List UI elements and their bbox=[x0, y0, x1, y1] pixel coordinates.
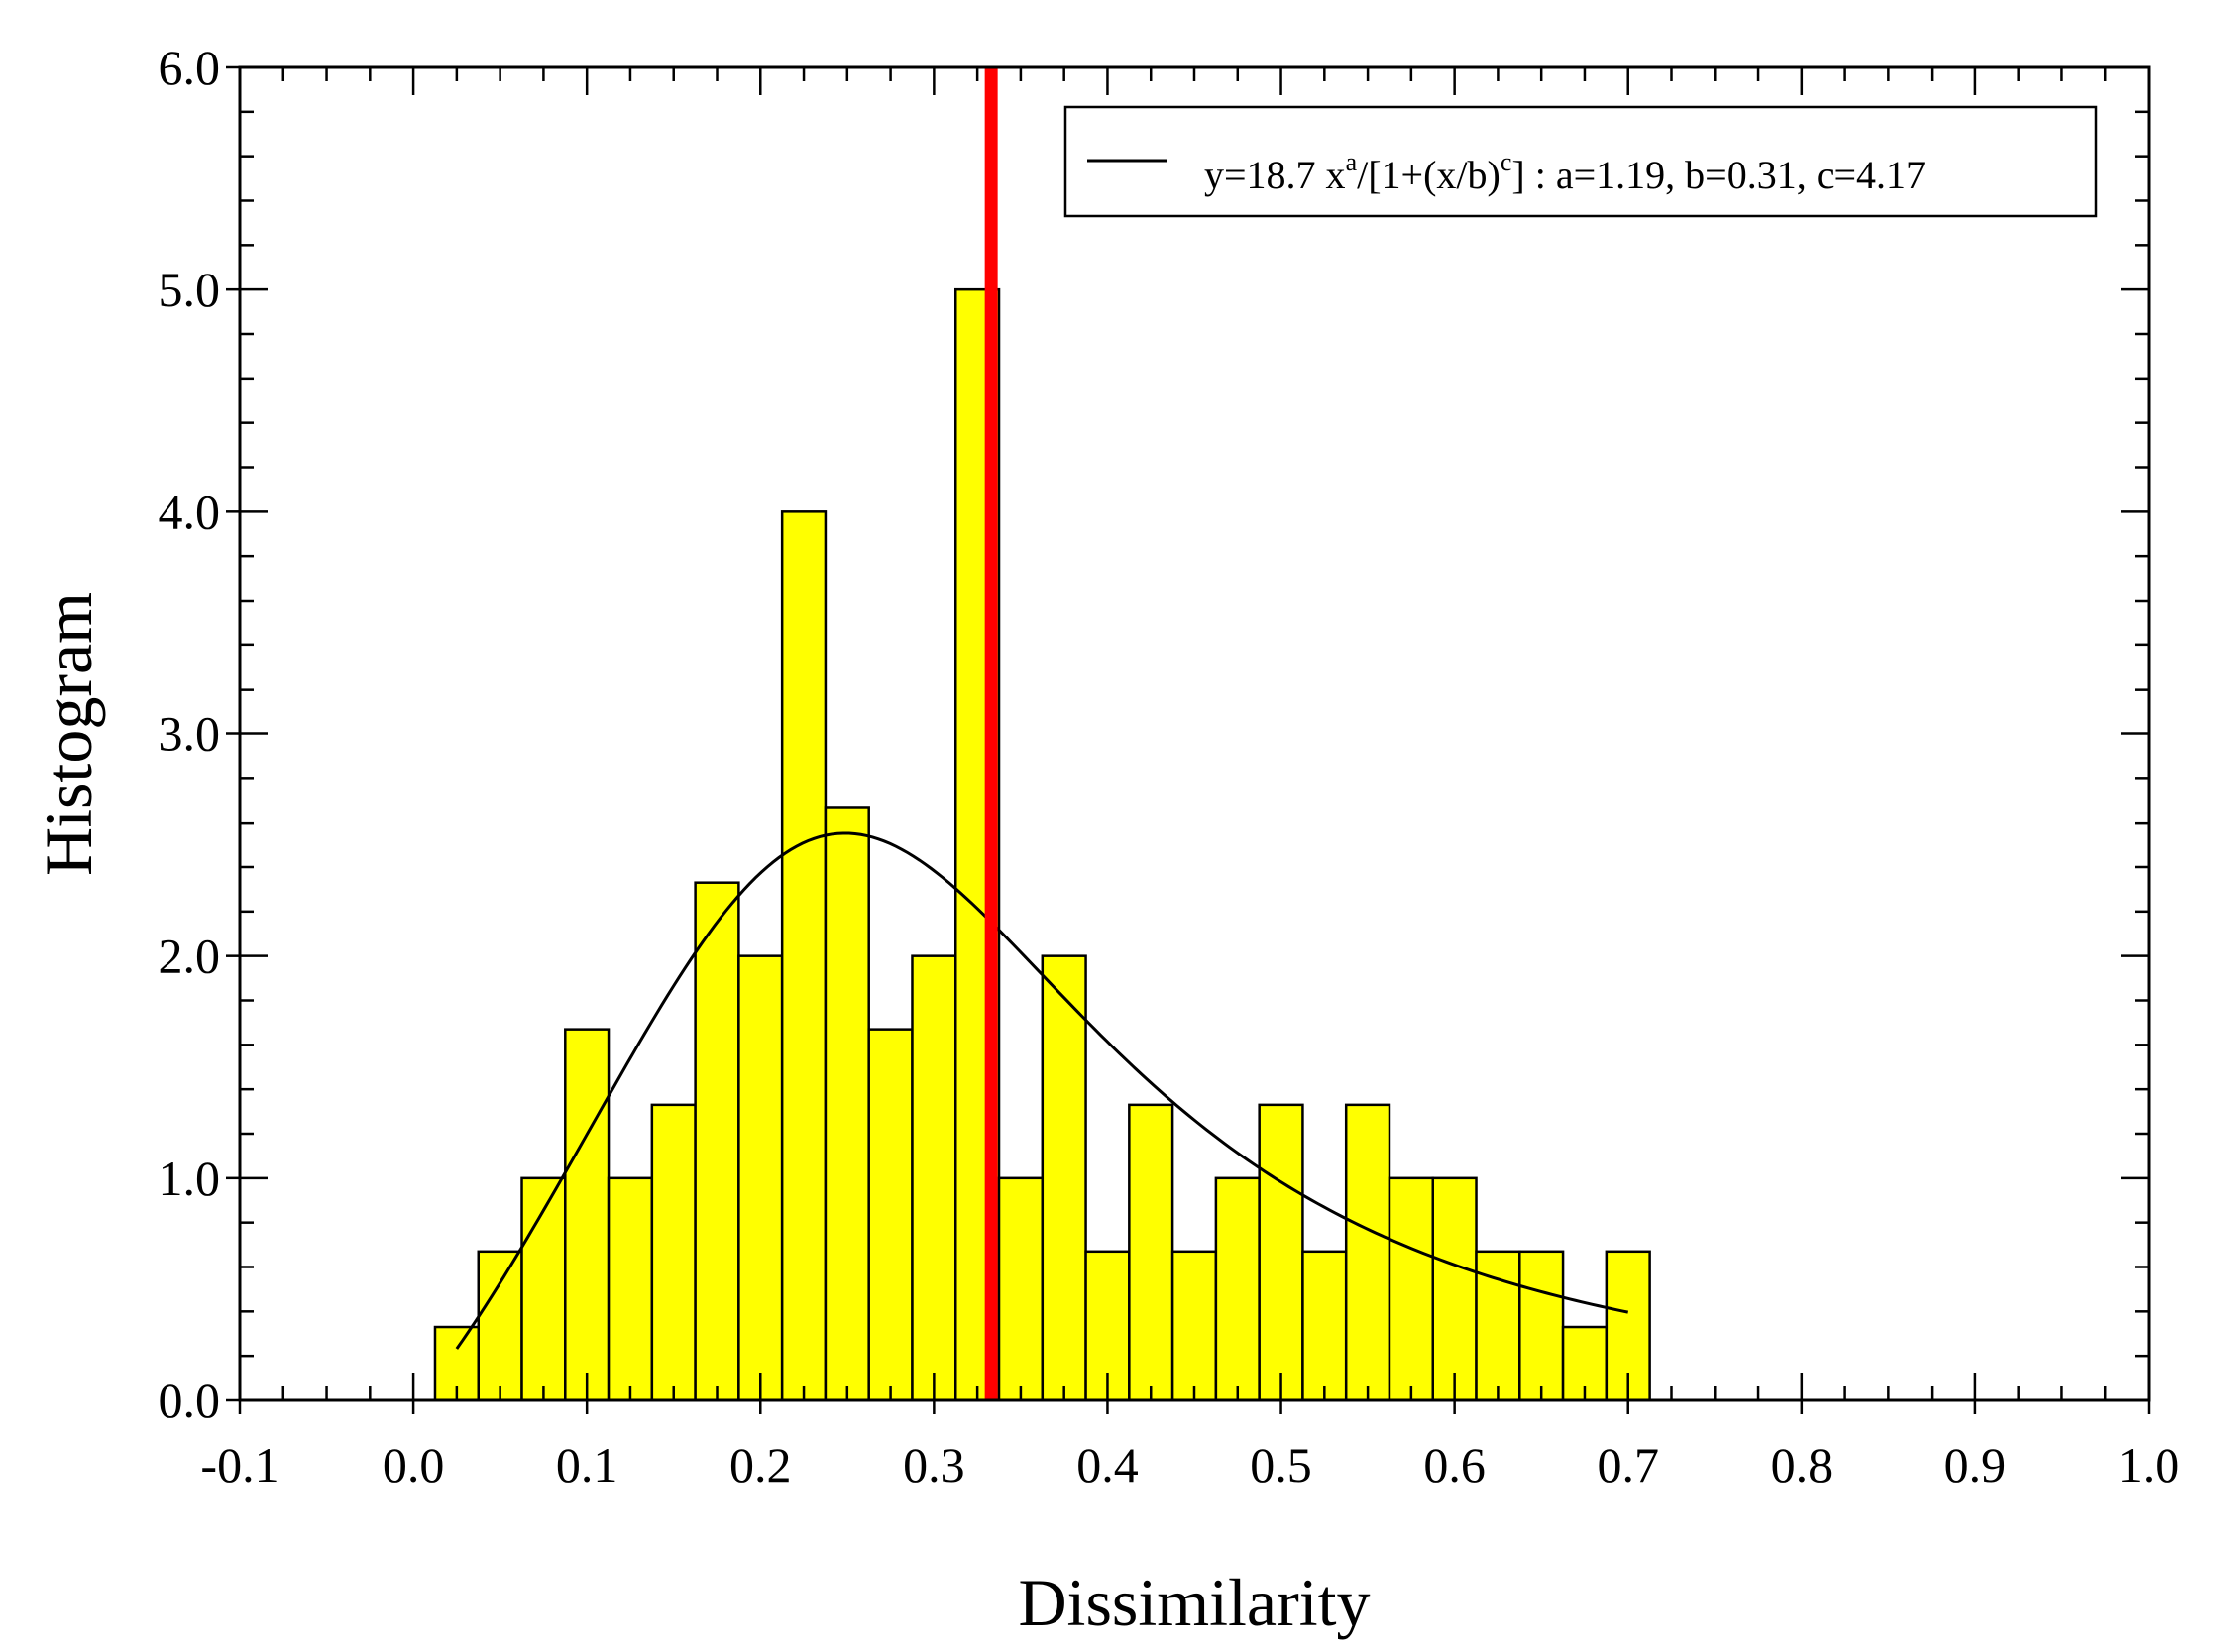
x-tick-label: 0.5 bbox=[1250, 1437, 1312, 1492]
x-tick-label: 0.9 bbox=[1945, 1437, 2007, 1492]
legend: y=18.7 xa/[1+(x/b)c] : a=1.19, b=0.31, c… bbox=[1063, 105, 2098, 218]
x-tick-label: 0.6 bbox=[1423, 1437, 1486, 1492]
x-tick-labels: -0.1 0.0 0.1 0.2 0.3 0.4 0.5 0.6 0.7 0.8 0.9 1.0 bbox=[200, 1437, 2179, 1492]
legend-label: y=18.7 xa/[1+(x/b)c] : a=1.19, b=0.31, c… bbox=[1204, 148, 1926, 197]
legend-box bbox=[1063, 105, 2098, 218]
x-tick-label: 0.4 bbox=[1076, 1437, 1139, 1492]
histogram-bars bbox=[433, 287, 1651, 1402]
x-tick-label: 1.0 bbox=[2118, 1437, 2180, 1492]
histogram-bar bbox=[780, 510, 828, 1402]
x-axis-title: Dissimilarity bbox=[1018, 1565, 1370, 1640]
histogram-bar bbox=[997, 1176, 1045, 1402]
histogram-bar bbox=[1344, 1103, 1391, 1402]
y-axis-title: Histogram bbox=[31, 592, 106, 876]
y-tick-label: 0.0 bbox=[159, 1373, 221, 1428]
histogram-bar bbox=[650, 1103, 697, 1402]
y-tick-label: 5.0 bbox=[159, 262, 221, 317]
x-tick-label: 0.0 bbox=[383, 1437, 445, 1492]
x-tick-label: -0.1 bbox=[200, 1437, 278, 1492]
histogram-bar bbox=[564, 1028, 611, 1402]
histogram-bar bbox=[737, 954, 784, 1402]
axis-ticks bbox=[226, 65, 2151, 1414]
histogram-bar bbox=[1431, 1176, 1478, 1402]
histogram-bar bbox=[1258, 1103, 1304, 1402]
x-tick-label: 0.2 bbox=[729, 1437, 792, 1492]
histogram-bar bbox=[824, 806, 870, 1402]
histogram-bar bbox=[1041, 954, 1087, 1402]
y-tick-label: 2.0 bbox=[159, 929, 221, 984]
x-tick-label: 0.1 bbox=[556, 1437, 618, 1492]
x-tick-label: 0.8 bbox=[1771, 1437, 1834, 1492]
fit-curve bbox=[455, 831, 1629, 1350]
histogram-bar bbox=[477, 1250, 523, 1402]
y-tick-label: 1.0 bbox=[159, 1151, 221, 1206]
histogram-bar bbox=[867, 1028, 914, 1402]
histogram-bar bbox=[1518, 1250, 1565, 1402]
x-tick-label: 0.7 bbox=[1597, 1437, 1659, 1492]
histogram-bar bbox=[1388, 1176, 1435, 1402]
x-tick-label: 0.3 bbox=[903, 1437, 965, 1492]
y-tick-label: 6.0 bbox=[159, 40, 221, 95]
histogram-bar bbox=[1128, 1103, 1174, 1402]
y-tick-label: 4.0 bbox=[159, 484, 221, 539]
histogram-bar bbox=[1214, 1176, 1261, 1402]
histogram-bar bbox=[607, 1176, 654, 1402]
histogram-bar bbox=[1170, 1250, 1218, 1402]
y-tick-label: 3.0 bbox=[159, 707, 221, 762]
histogram-bar bbox=[694, 881, 740, 1402]
histogram-bar bbox=[911, 954, 957, 1402]
histogram-bar bbox=[1301, 1250, 1348, 1402]
y-tick-labels: 0.0 1.0 2.0 3.0 4.0 5.0 6.0 bbox=[159, 40, 221, 1428]
